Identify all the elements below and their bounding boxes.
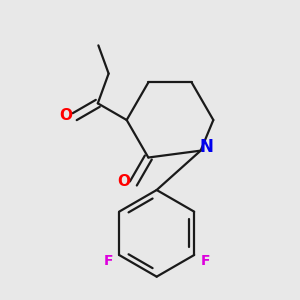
Text: F: F <box>103 254 113 268</box>
Text: O: O <box>59 108 72 123</box>
Text: N: N <box>200 138 214 156</box>
Text: O: O <box>117 174 130 189</box>
Text: F: F <box>200 254 210 268</box>
